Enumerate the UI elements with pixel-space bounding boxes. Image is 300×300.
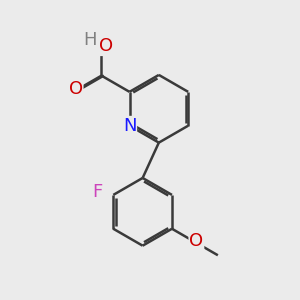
Text: O: O <box>68 80 83 98</box>
Text: N: N <box>123 117 136 135</box>
Text: F: F <box>92 183 102 201</box>
Text: O: O <box>99 37 113 55</box>
Text: O: O <box>189 232 203 250</box>
Text: H: H <box>83 31 97 49</box>
